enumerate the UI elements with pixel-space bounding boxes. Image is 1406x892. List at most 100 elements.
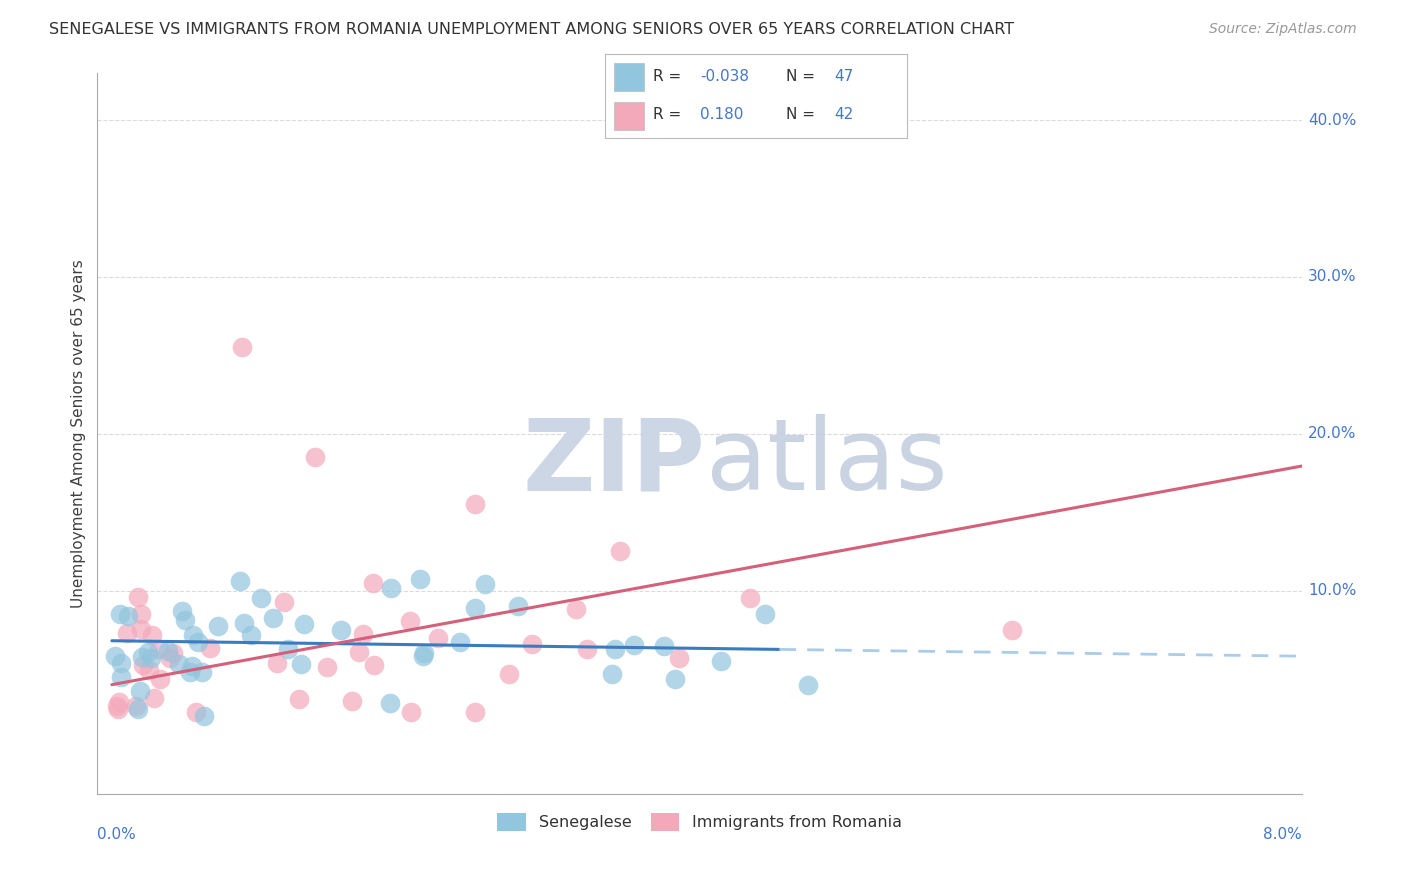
- Text: 0.180: 0.180: [700, 107, 744, 122]
- Point: [117, 625, 139, 640]
- Text: -0.038: -0.038: [700, 70, 749, 85]
- Point: [159, 650, 181, 665]
- Point: [132, 658, 155, 673]
- Point: [266, 657, 288, 671]
- Point: [170, 604, 193, 618]
- Text: N =: N =: [786, 70, 820, 85]
- Text: 40.0%: 40.0%: [1308, 112, 1357, 128]
- Point: [138, 663, 160, 677]
- Bar: [613, 62, 644, 91]
- Point: [361, 575, 384, 590]
- Point: [605, 642, 627, 657]
- Point: [190, 665, 212, 679]
- Text: atlas: atlas: [706, 414, 948, 511]
- Point: [105, 699, 128, 714]
- Point: [229, 574, 252, 589]
- Text: 30.0%: 30.0%: [1308, 269, 1357, 285]
- Point: [277, 641, 299, 656]
- Point: [136, 645, 159, 659]
- Point: [330, 623, 353, 637]
- Point: [207, 619, 229, 633]
- Point: [575, 642, 598, 657]
- Point: [292, 617, 315, 632]
- Point: [174, 613, 197, 627]
- Point: [408, 572, 430, 586]
- Point: [609, 544, 631, 558]
- Point: [399, 706, 422, 720]
- Point: [340, 694, 363, 708]
- Point: [315, 660, 337, 674]
- Point: [108, 607, 131, 622]
- Point: [125, 699, 148, 714]
- Point: [232, 616, 254, 631]
- Text: 8.0%: 8.0%: [1263, 827, 1302, 842]
- Point: [148, 641, 170, 656]
- Point: [600, 667, 623, 681]
- Point: [250, 591, 273, 605]
- Point: [623, 639, 645, 653]
- Point: [449, 635, 471, 649]
- Point: [347, 645, 370, 659]
- Point: [304, 450, 326, 465]
- Point: [710, 654, 733, 668]
- Point: [1001, 623, 1024, 637]
- Point: [240, 628, 263, 642]
- Point: [474, 577, 496, 591]
- Point: [464, 497, 486, 511]
- Legend: Senegalese, Immigrants from Romania: Senegalese, Immigrants from Romania: [491, 806, 908, 837]
- Point: [181, 659, 204, 673]
- Point: [200, 641, 222, 656]
- Point: [668, 650, 690, 665]
- Point: [156, 644, 179, 658]
- Point: [110, 670, 132, 684]
- Point: [184, 705, 207, 719]
- Text: ZIP: ZIP: [523, 414, 706, 511]
- Text: 42: 42: [834, 107, 853, 122]
- Point: [129, 607, 152, 621]
- Point: [520, 637, 543, 651]
- Point: [108, 695, 131, 709]
- Text: 20.0%: 20.0%: [1308, 426, 1357, 442]
- Point: [273, 595, 295, 609]
- Point: [141, 650, 163, 665]
- Point: [129, 622, 152, 636]
- Text: SENEGALESE VS IMMIGRANTS FROM ROMANIA UNEMPLOYMENT AMONG SENIORS OVER 65 YEARS C: SENEGALESE VS IMMIGRANTS FROM ROMANIA UN…: [49, 22, 1014, 37]
- Point: [131, 650, 153, 665]
- Point: [287, 692, 309, 706]
- Point: [127, 701, 149, 715]
- Point: [380, 581, 402, 595]
- Point: [167, 657, 190, 672]
- Point: [290, 657, 312, 671]
- Text: R =: R =: [652, 70, 686, 85]
- Point: [231, 341, 253, 355]
- Point: [142, 691, 165, 706]
- Point: [426, 631, 449, 645]
- Point: [107, 702, 129, 716]
- Point: [797, 678, 820, 692]
- Text: R =: R =: [652, 107, 690, 122]
- Point: [664, 672, 686, 686]
- Point: [498, 666, 520, 681]
- Point: [508, 599, 530, 614]
- Point: [399, 615, 422, 629]
- Point: [179, 665, 201, 680]
- Point: [412, 649, 434, 664]
- Point: [127, 591, 149, 605]
- Point: [380, 696, 402, 710]
- Point: [654, 640, 676, 654]
- Point: [363, 658, 385, 673]
- Point: [413, 646, 436, 660]
- Point: [181, 628, 204, 642]
- Text: 0.0%: 0.0%: [97, 827, 136, 842]
- Point: [128, 683, 150, 698]
- Point: [464, 706, 486, 720]
- Point: [193, 708, 215, 723]
- Point: [262, 611, 284, 625]
- Point: [104, 648, 127, 663]
- Text: 10.0%: 10.0%: [1308, 583, 1357, 598]
- Point: [754, 607, 776, 621]
- Y-axis label: Unemployment Among Seniors over 65 years: Unemployment Among Seniors over 65 years: [72, 260, 86, 608]
- Point: [117, 608, 139, 623]
- Point: [352, 627, 374, 641]
- Text: Source: ZipAtlas.com: Source: ZipAtlas.com: [1209, 22, 1357, 37]
